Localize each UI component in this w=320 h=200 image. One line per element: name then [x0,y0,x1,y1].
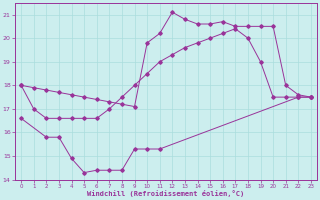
X-axis label: Windchill (Refroidissement éolien,°C): Windchill (Refroidissement éolien,°C) [87,190,245,197]
